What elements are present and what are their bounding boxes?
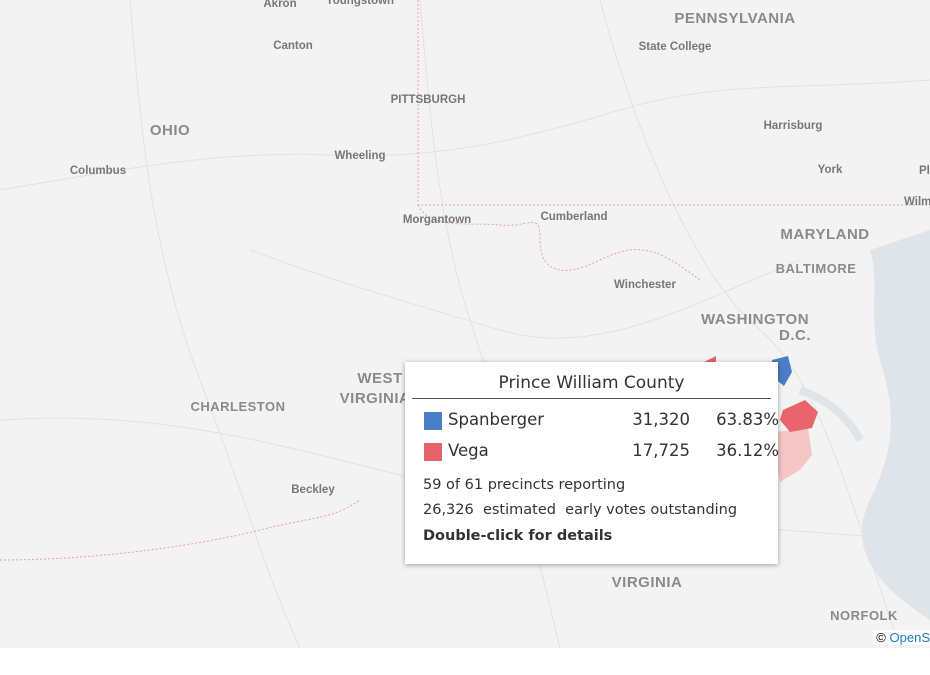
votes: 17,725: [632, 441, 690, 460]
attribution: © OpenS: [873, 630, 930, 645]
place-label: Cumberland: [540, 211, 607, 223]
place-label: WEST: [357, 370, 402, 387]
place-label: D.C.: [779, 327, 811, 344]
percent: 63.83%: [716, 410, 779, 429]
place-label: BALTIMORE: [776, 261, 857, 276]
candidate-name: Spanberger: [448, 410, 545, 429]
county: [776, 428, 812, 482]
place-label: PENNSYLVANIA: [674, 10, 795, 27]
county: [780, 400, 818, 432]
place-label: OHIO: [150, 122, 190, 139]
swatch: [424, 443, 442, 461]
place-label: WASHINGTON: [701, 311, 809, 328]
place-label: Canton: [273, 40, 313, 52]
place-label: VIRGINIA: [340, 390, 411, 407]
tooltip: Prince William County Spanberger 31,320 63…: [405, 362, 779, 564]
hint: Double-click for details: [423, 528, 613, 544]
precincts: 59 of 61 precincts reporting: [423, 477, 626, 493]
place-label: Akron: [263, 0, 296, 10]
place-label: MARYLAND: [780, 226, 869, 243]
place-label: Winchester: [614, 279, 676, 291]
state-borders: [0, 0, 930, 561]
place-label: State College: [639, 41, 712, 53]
place-label: Pl: [919, 165, 930, 177]
place-label: Columbus: [70, 165, 126, 177]
place-label: Morgantown: [403, 214, 471, 226]
place-label: VIRGINIA: [612, 574, 683, 591]
map-labels: Akron Youngstown Canton PENNSYLVANIA State C…: [70, 0, 930, 623]
tooltip-title: Prince William County: [412, 373, 771, 399]
place-label: York: [818, 164, 843, 176]
place-label: Youngstown: [326, 0, 394, 7]
place-label: PITTSBURGH: [391, 94, 466, 106]
votes: 31,320: [632, 410, 690, 429]
roads: [0, 0, 930, 648]
place-label: Harrisburg: [764, 120, 823, 132]
water: [861, 230, 930, 620]
place-label: Wheeling: [334, 150, 385, 162]
copyright: ©: [876, 630, 886, 645]
candidate-name: Vega: [448, 441, 489, 460]
percent: 36.12%: [716, 441, 779, 460]
swatch: [424, 412, 442, 430]
place-label: Wilm: [904, 196, 930, 208]
attribution-link[interactable]: OpenS: [889, 630, 930, 645]
place-label: CHARLESTON: [190, 399, 285, 414]
river: [798, 386, 864, 442]
outstanding: 26,326 estimated early votes outstanding: [423, 502, 738, 518]
place-label: NORFOLK: [830, 608, 898, 623]
place-label: Beckley: [291, 484, 335, 496]
